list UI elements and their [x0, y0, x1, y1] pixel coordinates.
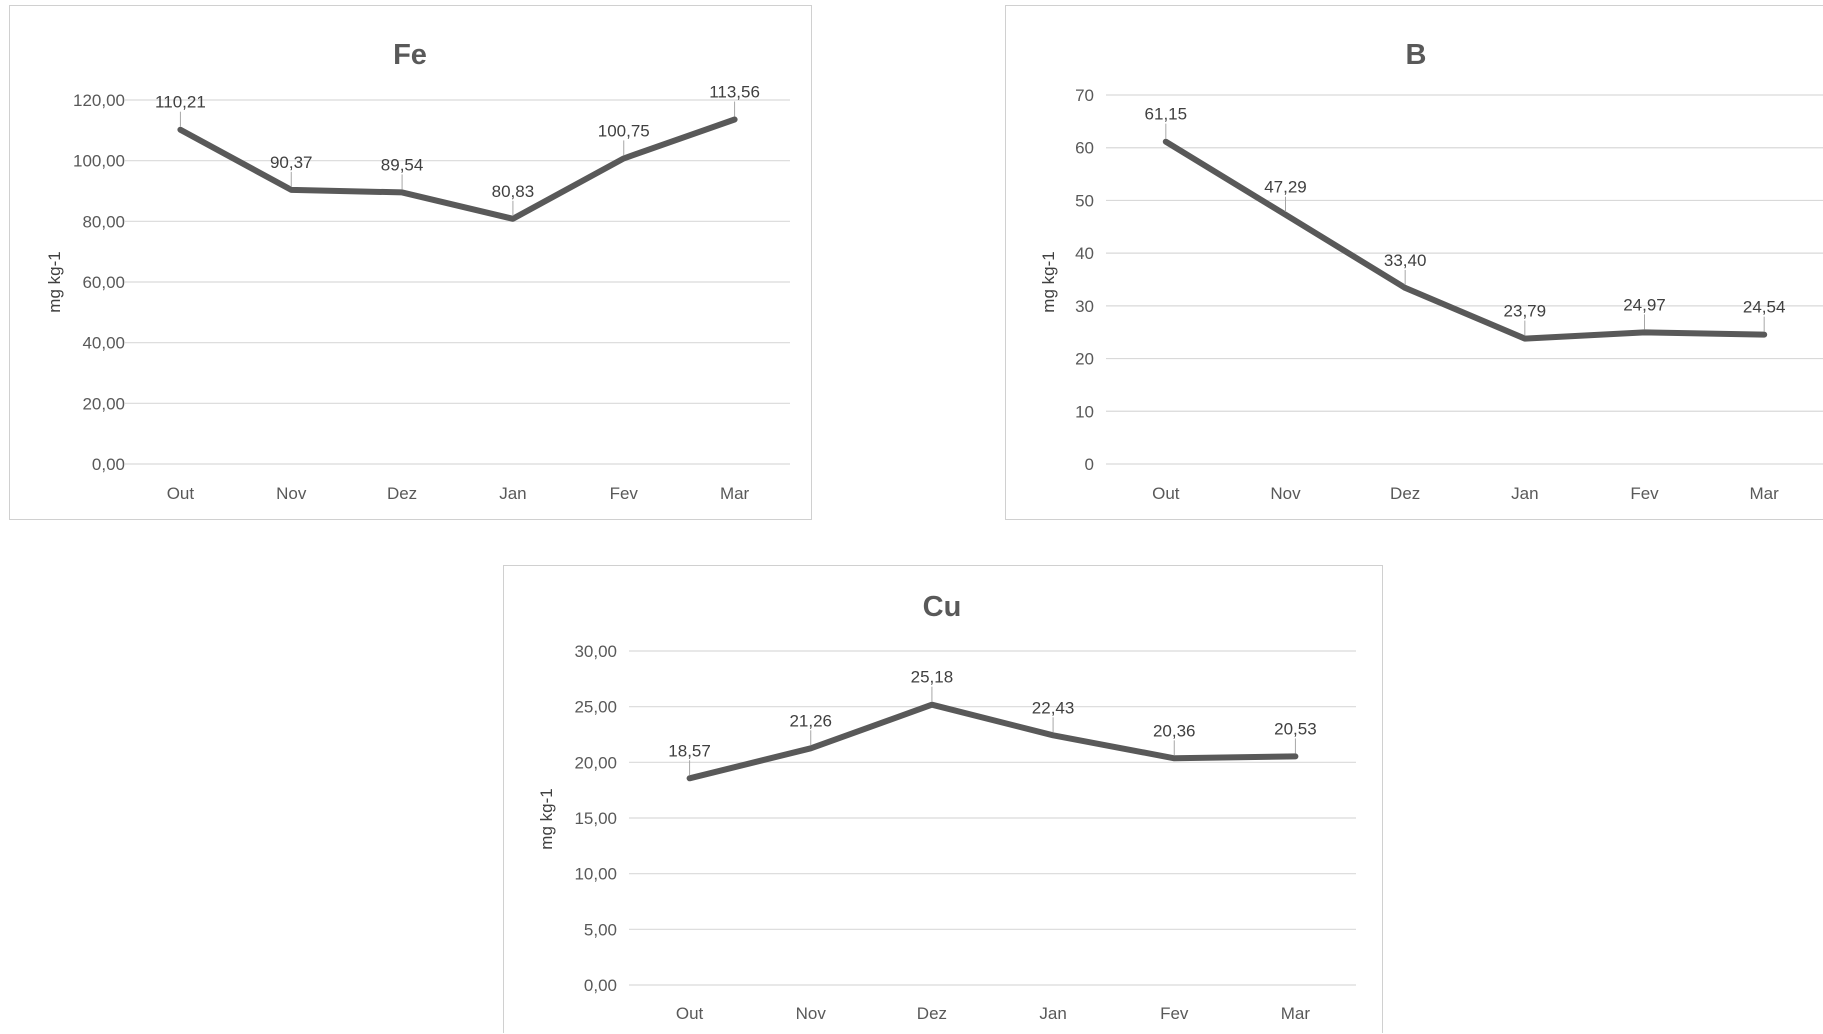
x-tick-label: Out [1152, 484, 1180, 503]
data-label: 23,79 [1504, 302, 1547, 321]
x-tick-label: Mar [1750, 484, 1780, 503]
y-tick-label: 5,00 [584, 920, 617, 939]
x-tick-label: Dez [387, 484, 417, 503]
y-tick-label: 20,00 [82, 394, 125, 413]
data-label: 21,26 [789, 711, 832, 730]
data-label: 89,54 [381, 155, 424, 174]
data-label: 100,75 [598, 121, 650, 140]
x-tick-label: Fev [610, 484, 639, 503]
series-line [177, 116, 738, 222]
x-tick-label: Fev [1160, 1004, 1189, 1023]
data-label: 24,54 [1743, 298, 1786, 317]
y-tick-label: 30 [1075, 297, 1094, 316]
y-tick-label: 10 [1075, 402, 1094, 421]
y-tick-label: 40,00 [82, 334, 125, 353]
x-tick-label: Dez [917, 1004, 947, 1023]
x-tick-label: Mar [1281, 1004, 1311, 1023]
y-tick-label: 10,00 [574, 865, 617, 884]
y-tick-label: 60 [1075, 139, 1094, 158]
y-tick-label: 70 [1075, 86, 1094, 105]
data-label: 47,29 [1264, 178, 1307, 197]
y-tick-label: 30,00 [574, 642, 617, 661]
y-tick-label: 20,00 [574, 753, 617, 772]
y-tick-label: 0 [1085, 455, 1094, 474]
data-label: 110,21 [155, 93, 206, 112]
chart-fe-svg: Fe 0,00 20,00 40,00 60,00 80,00 100,00 120,00 mg… [45, 39, 790, 503]
data-label: 25,18 [911, 668, 954, 687]
x-tick-label: Nov [1270, 484, 1301, 503]
data-label: 20,36 [1153, 721, 1196, 740]
y-axis-label: mg kg-1 [537, 788, 556, 849]
y-tick-label: 40 [1075, 244, 1094, 263]
series-line [686, 701, 1299, 782]
series-line [1162, 138, 1768, 342]
y-axis-label: mg kg-1 [45, 251, 64, 312]
chart-b-svg: B 0 10 20 30 40 50 60 70 mg kg-1 Out Nov Dez Jan Fev Ma… [1039, 39, 1823, 503]
x-tick-label: Jan [499, 484, 526, 503]
x-tick-label: Out [167, 484, 195, 503]
y-tick-label: 20 [1075, 350, 1094, 369]
y-tick-label: 0,00 [92, 455, 125, 474]
x-tick-label: Nov [796, 1004, 827, 1023]
y-tick-label: 120,00 [73, 91, 125, 110]
y-tick-label: 25,00 [574, 698, 617, 717]
chart-title: B [1406, 39, 1427, 71]
chart-fe: Fe 0,00 20,00 40,00 60,00 80,00 100,00 120,00 mg… [9, 5, 812, 520]
data-label: 113,56 [709, 83, 760, 102]
x-tick-label: Jan [1039, 1004, 1066, 1023]
chart-title: Fe [393, 39, 427, 71]
data-label: 33,40 [1384, 251, 1427, 270]
y-tick-label: 80,00 [82, 212, 125, 231]
x-tick-label: Nov [276, 484, 307, 503]
chart-title: Cu [923, 591, 962, 623]
chart-cu-svg: Cu 0,00 5,00 10,00 15,00 20,00 25,00 30,00 mg kg… [537, 591, 1356, 1023]
data-label: 24,97 [1623, 295, 1666, 314]
data-label: 22,43 [1032, 698, 1075, 717]
data-label: 20,53 [1274, 719, 1317, 738]
data-label: 18,57 [668, 741, 711, 760]
data-label: 61,15 [1145, 105, 1188, 124]
y-tick-label: 0,00 [584, 976, 617, 995]
x-tick-label: Out [676, 1004, 704, 1023]
y-axis-label: mg kg-1 [1039, 251, 1058, 312]
y-tick-label: 15,00 [574, 809, 617, 828]
x-tick-label: Mar [720, 484, 750, 503]
y-tick-label: 60,00 [82, 273, 125, 292]
x-tick-label: Jan [1511, 484, 1538, 503]
y-tick-label: 100,00 [73, 152, 125, 171]
chart-cu: Cu 0,00 5,00 10,00 15,00 20,00 25,00 30,00 mg kg… [503, 565, 1383, 1033]
x-tick-label: Dez [1390, 484, 1420, 503]
chart-b: B 0 10 20 30 40 50 60 70 mg kg-1 Out Nov Dez Jan Fev Ma… [1005, 5, 1823, 520]
data-label: 90,37 [270, 153, 313, 172]
y-tick-label: 50 [1075, 191, 1094, 210]
data-label: 80,83 [492, 182, 535, 201]
x-tick-label: Fev [1630, 484, 1659, 503]
